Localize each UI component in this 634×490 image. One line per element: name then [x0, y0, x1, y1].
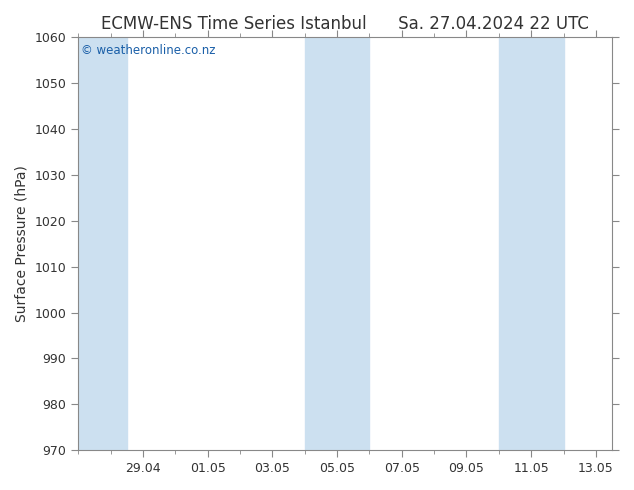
Text: © weatheronline.co.nz: © weatheronline.co.nz: [81, 44, 216, 56]
Bar: [499, 37, 564, 450]
Title: ECMW-ENS Time Series Istanbul      Sa. 27.04.2024 22 UTC: ECMW-ENS Time Series Istanbul Sa. 27.04.…: [101, 15, 589, 33]
Bar: [78, 37, 127, 450]
Bar: [305, 37, 370, 450]
Y-axis label: Surface Pressure (hPa): Surface Pressure (hPa): [15, 165, 29, 322]
